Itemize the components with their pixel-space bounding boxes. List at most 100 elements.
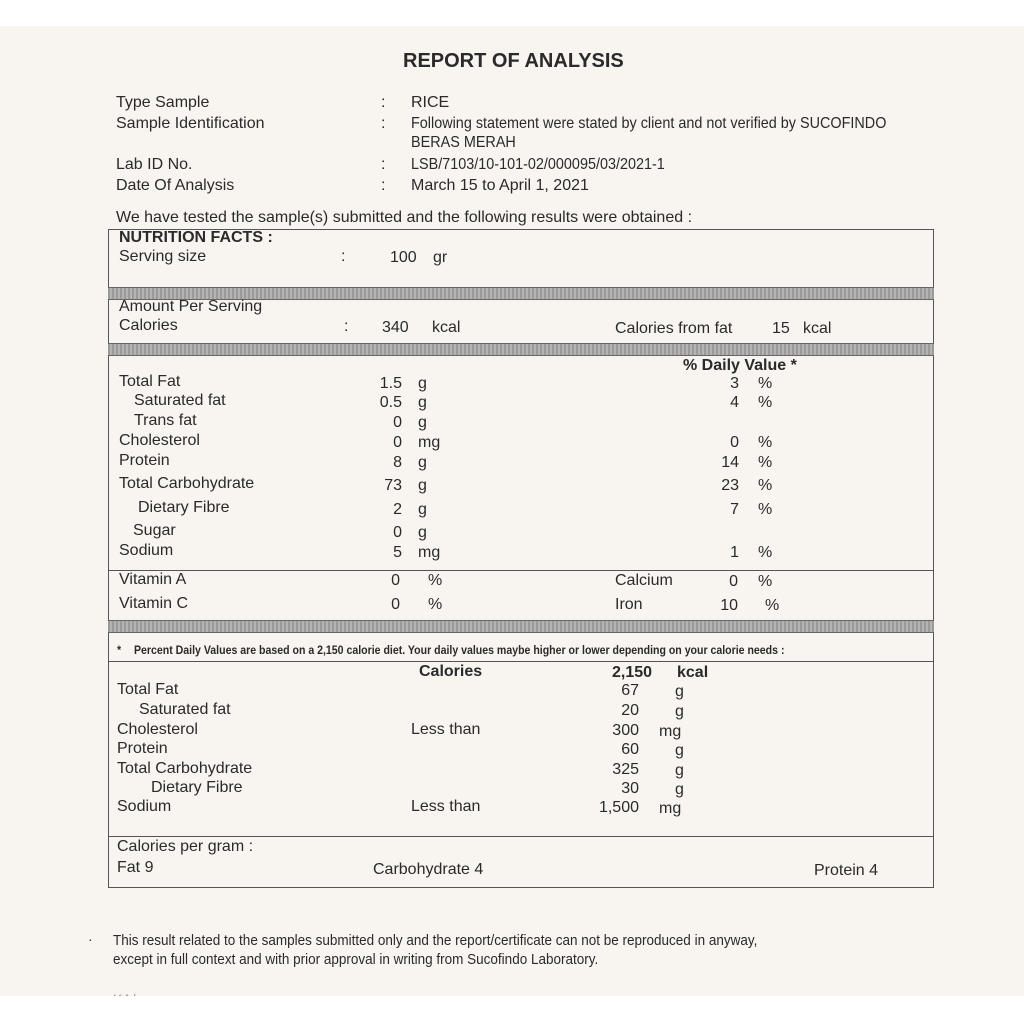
daily-calories-value: 2,150 bbox=[612, 664, 653, 681]
nutrient-unit: g bbox=[418, 454, 427, 471]
vitamin-name: Vitamin C bbox=[119, 595, 189, 612]
nutrient-unit: mg bbox=[418, 434, 441, 451]
footnote-text: Percent Daily Values are based on a 2,15… bbox=[134, 643, 785, 657]
nutrient-name: Total Fat bbox=[119, 373, 181, 390]
daily-nutrient-name: Protein bbox=[117, 740, 168, 757]
percent-sign: % bbox=[758, 501, 773, 518]
nutrient-amount: 73 bbox=[384, 477, 402, 494]
divider-bar bbox=[108, 343, 934, 356]
daily-limit-note: Less than bbox=[411, 721, 481, 738]
daily-value-unit: g bbox=[675, 781, 684, 798]
disclaimer-line-1: This result related to the samples submi… bbox=[113, 932, 758, 949]
daily-value-unit: g bbox=[675, 703, 684, 720]
colon: : bbox=[344, 318, 349, 335]
nutrient-amount: 0 bbox=[393, 524, 402, 541]
daily-value-amount: 300 bbox=[612, 722, 639, 739]
calories-per-gram-label: Calories per gram : bbox=[117, 838, 254, 855]
header-value: RICE bbox=[411, 94, 450, 111]
nutrient-name: Protein bbox=[119, 452, 170, 469]
nutrient-name: Total Carbohydrate bbox=[119, 475, 255, 492]
divider-line bbox=[108, 570, 934, 571]
serving-size-value: 100 bbox=[390, 249, 417, 266]
colon: : bbox=[341, 248, 346, 265]
daily-value-unit: g bbox=[675, 683, 684, 700]
percent-sign: % bbox=[758, 544, 773, 561]
calories-from-fat-unit: kcal bbox=[803, 320, 832, 337]
header-label: Lab ID No. bbox=[116, 156, 193, 173]
nutrient-daily-value: 14 bbox=[721, 454, 739, 471]
mineral-value: 0 bbox=[729, 573, 738, 590]
daily-value-header: % Daily Value * bbox=[683, 357, 797, 374]
nutrient-unit: g bbox=[418, 394, 427, 411]
vitamin-name: Vitamin A bbox=[119, 571, 187, 588]
header-value-continued: BERAS MERAH bbox=[411, 134, 516, 151]
calories-value: 340 bbox=[382, 319, 409, 336]
colon: : bbox=[381, 115, 386, 132]
divider-bar bbox=[108, 287, 934, 300]
daily-value-unit: mg bbox=[659, 723, 682, 740]
colon: : bbox=[381, 94, 386, 111]
daily-calories-label: Calories bbox=[419, 663, 483, 680]
nutrient-daily-value: 23 bbox=[721, 477, 739, 494]
percent-sign: % bbox=[758, 434, 773, 451]
nutrient-amount: 0 bbox=[393, 414, 402, 431]
carbohydrate-per-gram: Carbohydrate 4 bbox=[373, 861, 484, 878]
serving-size-label: Serving size bbox=[119, 248, 207, 265]
intro-text: We have tested the sample(s) submitted a… bbox=[116, 209, 693, 226]
percent-sign: % bbox=[758, 375, 773, 392]
header-value: LSB/7103/10-101-02/000095/03/2021-1 bbox=[411, 156, 665, 173]
colon: : bbox=[381, 156, 386, 173]
daily-nutrient-name: Cholesterol bbox=[117, 721, 198, 738]
divider-bar bbox=[108, 620, 934, 633]
daily-nutrient-name: Total Fat bbox=[117, 681, 179, 698]
disclaimer-line-2: except in full context and with prior ap… bbox=[113, 951, 599, 968]
daily-limit-note: Less than bbox=[411, 798, 481, 815]
percent-sign: % bbox=[428, 572, 443, 589]
nutrient-amount: 1.5 bbox=[379, 375, 402, 392]
calories-from-fat-label: Calories from fat bbox=[615, 320, 733, 337]
report-title: REPORT OF ANALYSIS bbox=[403, 50, 624, 72]
nutrient-name: Dietary Fibre bbox=[138, 499, 230, 516]
nutrient-name: Saturated fat bbox=[134, 392, 226, 409]
nutrient-amount: 0.5 bbox=[379, 394, 402, 411]
nutrient-daily-value: 4 bbox=[730, 394, 739, 411]
nutrient-name: Cholesterol bbox=[119, 432, 200, 449]
percent-sign: % bbox=[758, 454, 773, 471]
disclaimer-bullet: · bbox=[88, 931, 93, 947]
daily-nutrient-name: Saturated fat bbox=[139, 701, 231, 718]
header-label: Sample Identification bbox=[116, 115, 265, 132]
divider-line bbox=[108, 836, 934, 837]
mineral-name: Calcium bbox=[615, 572, 673, 589]
amount-per-serving-label: Amount Per Serving bbox=[119, 298, 263, 315]
daily-value-unit: g bbox=[675, 742, 684, 759]
nutrition-facts-heading: NUTRITION FACTS : bbox=[119, 229, 273, 246]
daily-value-unit: g bbox=[675, 762, 684, 779]
daily-value-unit: mg bbox=[659, 800, 682, 817]
nutrient-amount: 2 bbox=[393, 501, 402, 518]
daily-value-amount: 325 bbox=[612, 761, 639, 778]
nutrient-daily-value: 0 bbox=[730, 434, 739, 451]
percent-sign: % bbox=[758, 477, 773, 494]
vitamin-value: 0 bbox=[391, 572, 400, 589]
mineral-name: Iron bbox=[615, 596, 643, 613]
nutrition-facts-box bbox=[108, 229, 934, 888]
calories-label: Calories bbox=[119, 317, 178, 334]
nutrient-daily-value: 7 bbox=[730, 501, 739, 518]
divider-line bbox=[108, 661, 934, 662]
colon: : bbox=[381, 177, 386, 194]
nutrient-amount: 8 bbox=[393, 454, 402, 471]
calories-unit: kcal bbox=[432, 319, 461, 336]
percent-sign: % bbox=[765, 597, 780, 614]
daily-value-amount: 30 bbox=[621, 780, 639, 797]
nutrient-unit: g bbox=[418, 414, 427, 431]
nutrient-daily-value: 1 bbox=[730, 544, 739, 561]
nutrient-unit: g bbox=[418, 375, 427, 392]
daily-nutrient-name: Total Carbohydrate bbox=[117, 760, 253, 777]
nutrient-unit: mg bbox=[418, 544, 441, 561]
header-value: March 15 to April 1, 2021 bbox=[411, 177, 589, 194]
nutrient-amount: 5 bbox=[393, 544, 402, 561]
percent-sign: % bbox=[428, 596, 443, 613]
report-page bbox=[0, 26, 1024, 996]
fat-per-gram: Fat 9 bbox=[117, 859, 154, 876]
mineral-value: 10 bbox=[720, 597, 738, 614]
